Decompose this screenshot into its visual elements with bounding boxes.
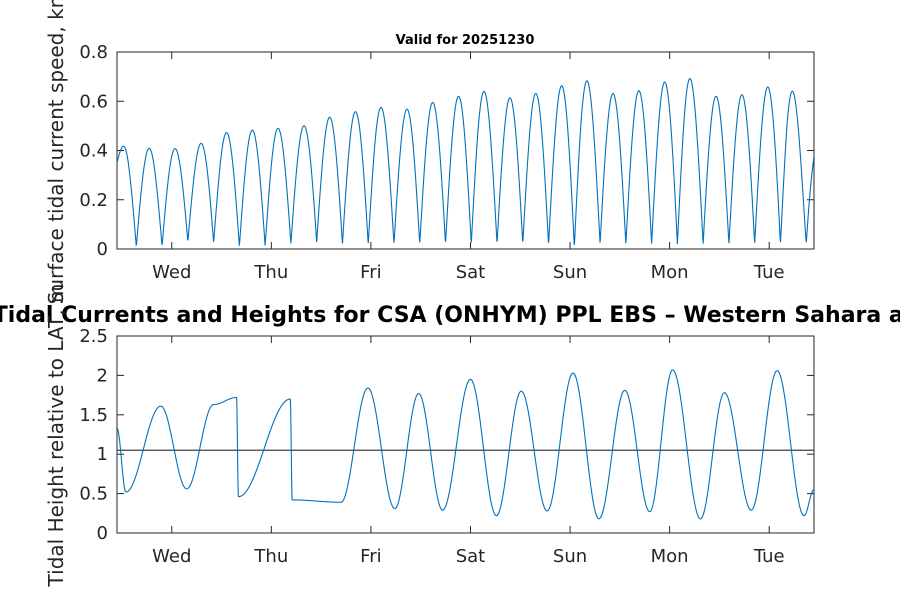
current-speed-ytick-label: 0.6 (79, 91, 108, 112)
current-speed-ytick-label: 0 (97, 239, 108, 260)
tidal-height-y-axis-label: Tidal Height relative to LAT, m (44, 284, 68, 588)
tidal-height-xtick-label: Sat (456, 546, 486, 567)
current-speed-xtick-label: Fri (360, 262, 381, 283)
tidal-height-ytick-label: 1.5 (79, 405, 108, 426)
tidal-height-axes: 0 0.5 1 1.5 2 2.5 Wed Thu Fri Sat Sun Mon Tue Tidal … (0, 284, 900, 588)
current-speed-series-line (117, 78, 814, 247)
tidal-height-ytick-label: 1 (97, 444, 108, 465)
main-figure-title: Tidal Currents and Heights for CSA (ONHY… (0, 303, 900, 328)
tidal-height-xtick-label: Fri (360, 546, 381, 567)
tidal-height-series-line (117, 369, 814, 520)
current-speed-xtick-label: Sat (456, 262, 486, 283)
current-speed-xtick-label: Tue (753, 262, 785, 283)
current-speed-ytick-label: 0.2 (79, 190, 108, 211)
tidal-height-ytick-label: 0.5 (79, 484, 108, 505)
current-speed-y-axis-label: Surface tidal current speed, kn (44, 0, 68, 304)
tidal-height-xtick-label: Tue (753, 546, 785, 567)
current-speed-ytick-label: 0.4 (79, 141, 108, 162)
tidal-height-xtick-label: Thu (253, 546, 288, 567)
current-speed-xtick-label: Wed (152, 262, 191, 283)
tidal-height-ytick-label: 2.5 (79, 326, 108, 347)
current-speed-axes: 0 0.2 0.4 0.6 0.8 Wed Thu Fri Sat Sun Mon Tue Valid… (44, 0, 815, 304)
current-speed-xtick-label: Mon (651, 262, 689, 283)
tidal-height-plot-area (116, 335, 815, 534)
tidal-height-ytick-label: 2 (97, 365, 108, 386)
current-speed-ytick-label: 0.8 (79, 42, 108, 63)
tidal-height-xtick-label: Sun (553, 546, 587, 567)
current-speed-xtick-label: Sun (553, 262, 587, 283)
tidal-height-xtick-label: Wed (152, 546, 191, 567)
tidal-height-xtick-label: Mon (651, 546, 689, 567)
current-speed-xtick-label: Thu (253, 262, 288, 283)
tidal-height-ytick-label: 0 (97, 523, 108, 544)
current-speed-title: Valid for 20251230 (396, 33, 535, 48)
